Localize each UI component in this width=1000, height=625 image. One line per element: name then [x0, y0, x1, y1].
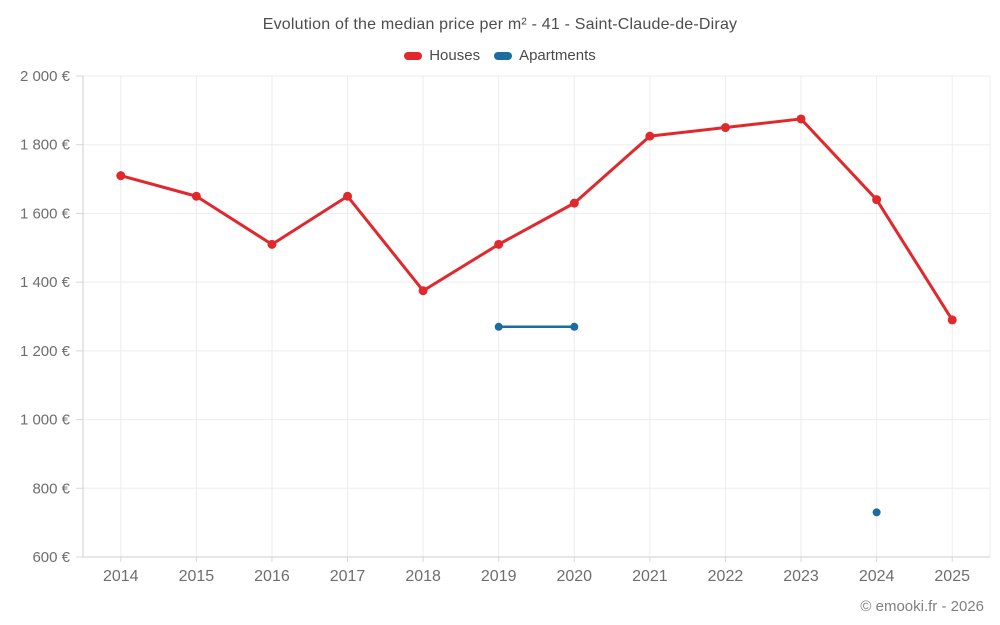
- legend-item-apartments[interactable]: Apartments: [494, 47, 596, 64]
- y-axis-label: 1 800 €: [20, 137, 71, 154]
- data-point-houses: [343, 191, 353, 201]
- data-point-houses: [267, 239, 277, 249]
- data-point-houses: [947, 315, 957, 325]
- x-axis-label: 2014: [103, 568, 139, 585]
- data-point-houses: [191, 191, 201, 201]
- series-line-houses: [119, 117, 954, 322]
- data-point-apartments: [494, 322, 503, 331]
- y-axis-label: 1 600 €: [20, 205, 71, 222]
- data-point-houses: [872, 195, 882, 205]
- watermark: © emooki.fr - 2026: [860, 598, 984, 615]
- y-axis-label: 1 400 €: [20, 274, 71, 291]
- x-axis-label: 2020: [556, 568, 592, 585]
- legend-label: Apartments: [519, 47, 596, 64]
- data-point-apartments: [872, 508, 881, 517]
- x-axis-label: 2015: [179, 568, 215, 585]
- legend-item-houses[interactable]: Houses: [404, 47, 480, 64]
- chart-title: Evolution of the median price per m² - 4…: [262, 16, 738, 33]
- x-axis-label: 2016: [254, 568, 290, 585]
- x-axis-label: 2018: [405, 568, 441, 585]
- x-axis-label: 2017: [330, 568, 366, 585]
- x-axis-label: 2019: [481, 568, 517, 585]
- legend-swatch-icon: [494, 51, 513, 60]
- x-axis-label: 2022: [708, 568, 744, 585]
- data-point-houses: [418, 286, 428, 296]
- legend-label: Houses: [429, 47, 481, 64]
- data-point-houses: [720, 123, 730, 133]
- data-point-houses: [796, 114, 806, 124]
- x-axis-label: 2024: [859, 568, 895, 585]
- y-axis-label: 2 000 €: [20, 68, 71, 85]
- data-point-houses: [569, 198, 579, 208]
- data-point-houses: [645, 131, 655, 141]
- y-axis-label: 1 000 €: [20, 412, 71, 429]
- data-point-houses: [116, 171, 126, 181]
- legend-swatch-icon: [404, 51, 423, 60]
- chart-legend: Houses Apartments: [0, 47, 1000, 64]
- x-axis-label: 2023: [783, 568, 819, 585]
- data-point-apartments: [570, 322, 579, 331]
- x-axis-label: 2021: [632, 568, 668, 585]
- y-axis-label: 800 €: [32, 480, 70, 497]
- data-point-houses: [494, 239, 504, 249]
- x-axis-label: 2025: [934, 568, 970, 585]
- y-axis-label: 600 €: [32, 549, 70, 566]
- y-axis-label: 1 200 €: [20, 343, 71, 360]
